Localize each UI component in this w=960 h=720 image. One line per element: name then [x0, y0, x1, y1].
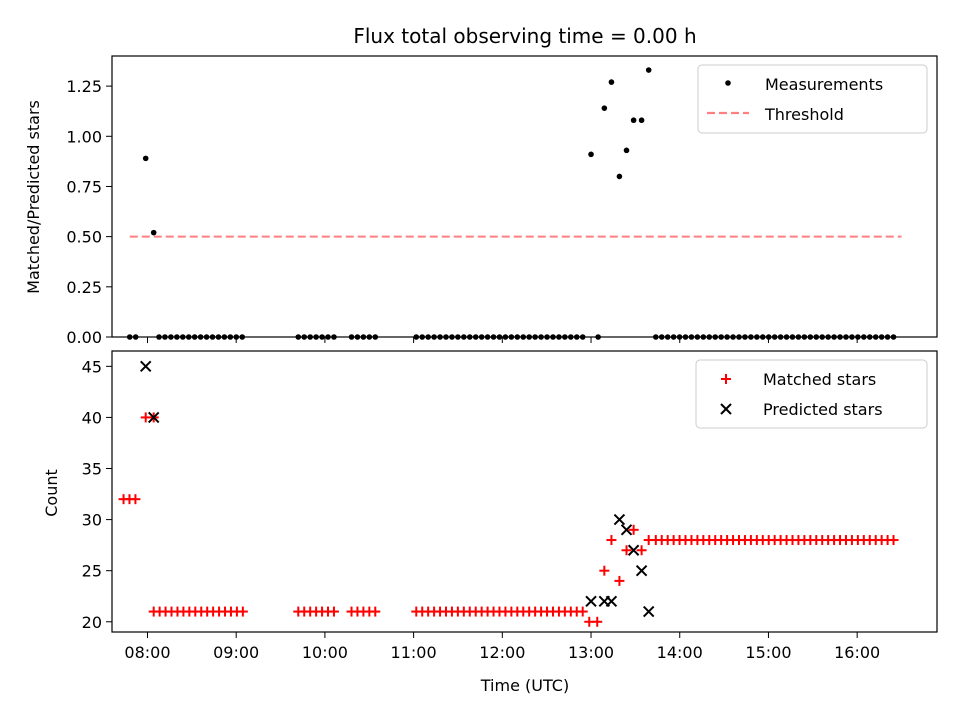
top-y-tick-label: 1.00: [66, 127, 102, 146]
matched-star-point: [614, 575, 625, 586]
measurement-point: [142, 155, 149, 162]
matched-star-point: [888, 535, 899, 546]
predicted-star-point: [605, 595, 618, 608]
x-tick-label: 08:00: [124, 643, 170, 662]
matched-star-point: [606, 535, 617, 546]
measurement-point: [623, 147, 630, 154]
bottom-y-tick-label: 45: [82, 357, 102, 376]
matched-star-point: [328, 606, 339, 617]
measurement-point: [150, 229, 157, 236]
matched-stars-series: [118, 412, 899, 627]
top-legend-box: [697, 64, 928, 134]
measurement-point: [616, 173, 623, 180]
measurement-point: [630, 117, 637, 124]
predicted-star-point: [642, 605, 655, 618]
top-y-tick-label: 0.75: [66, 177, 102, 196]
chart-title: Flux total observing time = 0.00 h: [353, 24, 696, 48]
measurements-series: [142, 67, 652, 236]
x-tick-label: 10:00: [302, 643, 348, 662]
top-legend: Measurements Threshold: [697, 64, 928, 134]
x-tick-label: 15:00: [745, 643, 791, 662]
matched-star-point: [628, 524, 639, 535]
bottom-x-axis: 08:00 09:00 10:00 11:00 12:00 13:00 14:00 15:00…: [124, 632, 880, 662]
legend-threshold-label: Threshold: [764, 105, 844, 124]
matched-star-point: [643, 535, 654, 546]
top-y-tick-label: 0.50: [66, 228, 102, 247]
x-axis-label: Time (UTC): [480, 676, 569, 695]
matched-star-point: [577, 606, 588, 617]
x-tick-label: 14:00: [657, 643, 703, 662]
top-y-tick-label: 1.25: [66, 77, 102, 96]
bottom-y-axis-label: Count: [42, 469, 61, 517]
bottom-y-tick-label: 35: [82, 460, 102, 479]
predicted-star-point: [140, 360, 152, 373]
x-tick-label: 13:00: [568, 643, 614, 662]
top-panel: 0.00 0.25 0.50 0.75 1.00 1.25 Matched/Predict…: [24, 55, 938, 347]
bottom-legend: Matched stars Predicted stars: [695, 359, 928, 429]
bottom-y-tick-label: 20: [82, 613, 102, 632]
predicted-stars-series: [140, 360, 655, 618]
top-plot-frame: [111, 55, 938, 338]
matched-star-point: [599, 565, 610, 576]
bottom-y-axis: 20 25 30 35 40 45: [82, 357, 112, 632]
matched-star-point: [370, 606, 381, 617]
top-x-ticks: [146, 337, 858, 343]
x-tick-label: 11:00: [391, 643, 437, 662]
legend-predicted-label: Predicted stars: [763, 400, 883, 419]
top-y-tick-label: 0.25: [66, 278, 102, 297]
matched-star-point: [636, 545, 647, 556]
legend-matched-marker: [721, 374, 731, 384]
top-y-axis: 0.00 0.25 0.50 0.75 1.00 1.25: [66, 77, 112, 347]
bottom-y-tick-label: 40: [82, 408, 102, 427]
bottom-panel: 20 25 30 35 40 45 08:00 09:00 10:00 11:00 12:00 13…: [42, 350, 938, 695]
matched-star-point: [592, 616, 603, 627]
x-tick-label: 12:00: [479, 643, 525, 662]
measurement-point: [601, 105, 608, 111]
matched-star-point: [237, 606, 248, 617]
predicted-star-point: [620, 524, 633, 536]
predicted-star-point: [585, 595, 597, 608]
measurement-point: [645, 67, 652, 73]
matched-star-point: [130, 494, 141, 505]
legend-measurements-label: Measurements: [765, 75, 883, 94]
measurement-point: [608, 79, 615, 85]
legend-matched-label: Matched stars: [763, 370, 876, 389]
top-y-axis-label: Matched/Predicted stars: [24, 100, 43, 294]
bottom-plot-frame: [111, 350, 938, 633]
measurement-point: [588, 151, 594, 158]
legend-measurements-marker: [725, 80, 731, 86]
top-y-tick-label: 0.00: [66, 328, 102, 347]
matched-star-point: [621, 545, 632, 556]
measurement-point: [638, 117, 645, 124]
predicted-star-point: [635, 564, 648, 577]
legend-predicted-marker: [720, 403, 732, 415]
bottom-y-tick-label: 25: [82, 562, 102, 581]
predicted-star-point: [147, 411, 160, 424]
predicted-star-point: [627, 544, 640, 556]
x-tick-label: 09:00: [213, 643, 259, 662]
bottom-legend-box: [695, 359, 928, 429]
bottom-y-tick-label: 30: [82, 511, 102, 530]
predicted-star-point: [613, 513, 626, 526]
x-tick-label: 16:00: [834, 643, 880, 662]
